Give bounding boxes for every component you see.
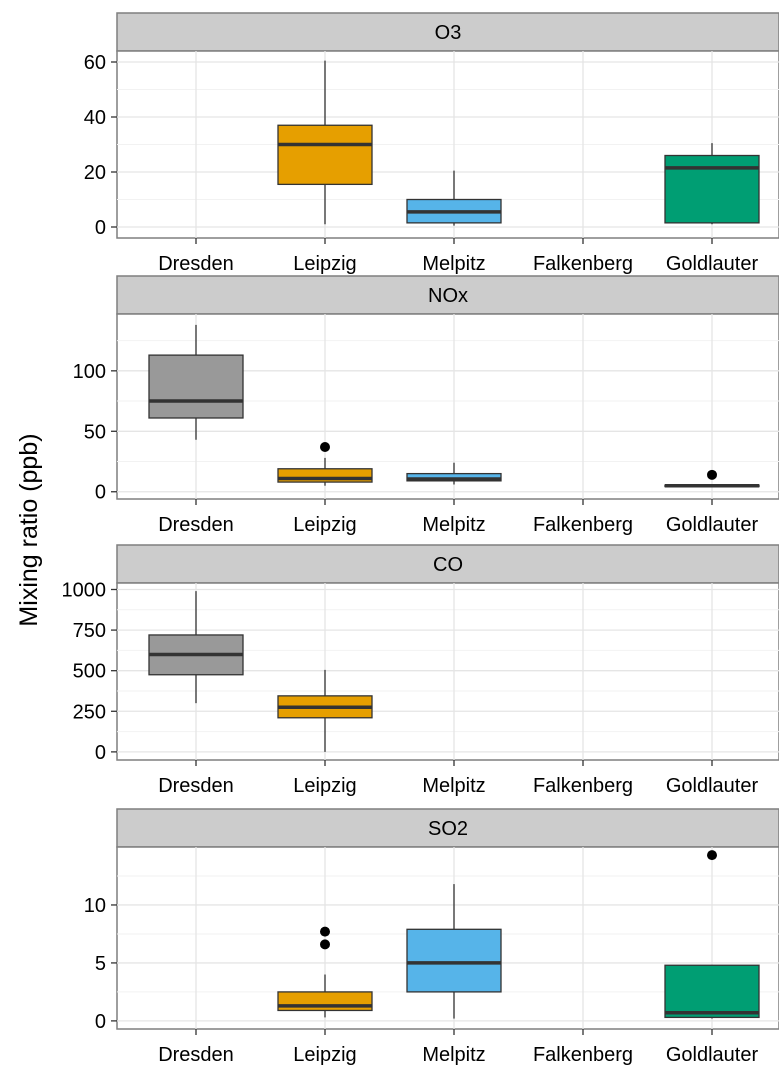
facet-title: SO2 bbox=[428, 818, 468, 840]
outlier-point bbox=[707, 850, 717, 861]
x-tick-label: Falkenberg bbox=[533, 514, 633, 536]
x-tick-label: Leipzig bbox=[293, 253, 356, 275]
facet-panel-o3: O3 0 20 40 60 Dresden Leipzig Melpitz Falkenberg… bbox=[84, 12, 779, 275]
y-tick-label: 0 bbox=[95, 742, 106, 764]
box-melpitz bbox=[406, 884, 502, 1019]
outlier-point bbox=[320, 939, 330, 950]
box-body bbox=[277, 124, 373, 186]
facet-panel-co: CO 0 250 500 750 1000 Dresden Leipzig Melpitz Fal… bbox=[62, 544, 779, 797]
x-tick-label: Melpitz bbox=[422, 1044, 485, 1066]
x-tick-label: Dresden bbox=[158, 1044, 234, 1066]
box-body bbox=[664, 154, 760, 224]
box-leipzig bbox=[277, 669, 373, 752]
facet-title: CO bbox=[433, 554, 463, 576]
y-tick-label: 5 bbox=[95, 953, 106, 975]
y-tick-label: 20 bbox=[84, 162, 106, 184]
box-body bbox=[406, 928, 502, 993]
x-tick-label: Falkenberg bbox=[533, 775, 633, 797]
box-body bbox=[277, 991, 373, 1012]
y-tick-label: 0 bbox=[95, 1011, 106, 1033]
box-goldlauter bbox=[664, 469, 760, 488]
box-leipzig bbox=[277, 442, 373, 486]
x-tick-label: Melpitz bbox=[422, 253, 485, 275]
box-goldlauter bbox=[664, 850, 760, 1019]
box-leipzig bbox=[277, 60, 373, 225]
outlier-point bbox=[707, 469, 717, 480]
facet-panel-nox: NOx 0 50 100 Dresden Leipzig Melpitz Falkenberg… bbox=[73, 275, 779, 536]
y-tick-label: 50 bbox=[84, 421, 106, 443]
x-tick-label: Goldlauter bbox=[666, 253, 759, 275]
x-tick-label: Leipzig bbox=[293, 514, 356, 536]
outlier-point bbox=[320, 442, 330, 453]
box-body bbox=[148, 354, 244, 419]
y-tick-label: 100 bbox=[73, 361, 106, 383]
x-tick-label: Goldlauter bbox=[666, 1044, 759, 1066]
facet-strip bbox=[116, 808, 779, 848]
box-body bbox=[664, 964, 760, 1019]
facet-panel-so2: SO2 0 5 10 Dresden Leipzig Melpitz Falkenberg Go… bbox=[84, 808, 779, 1066]
y-tick-label: 40 bbox=[84, 107, 106, 129]
box-melpitz bbox=[406, 462, 502, 485]
y-tick-label: 0 bbox=[95, 482, 106, 504]
box-goldlauter bbox=[664, 143, 760, 225]
box-dresden bbox=[148, 324, 244, 440]
facets: O3 0 20 40 60 Dresden Leipzig Melpitz Falkenberg… bbox=[62, 12, 779, 1066]
facet-title: O3 bbox=[435, 22, 462, 44]
x-tick-label: Falkenberg bbox=[533, 253, 633, 275]
x-tick-label: Leipzig bbox=[293, 1044, 356, 1066]
y-tick-label: 1000 bbox=[62, 579, 107, 601]
y-tick-label: 60 bbox=[84, 52, 106, 74]
x-tick-label: Dresden bbox=[158, 253, 234, 275]
x-tick-label: Dresden bbox=[158, 775, 234, 797]
x-tick-label: Leipzig bbox=[293, 775, 356, 797]
x-tick-label: Melpitz bbox=[422, 514, 485, 536]
facet-strip bbox=[116, 12, 779, 52]
y-tick-label: 10 bbox=[84, 895, 106, 917]
x-tick-label: Goldlauter bbox=[666, 775, 759, 797]
y-tick-label: 750 bbox=[73, 620, 106, 642]
x-tick-label: Dresden bbox=[158, 514, 234, 536]
y-tick-label: 0 bbox=[95, 217, 106, 239]
y-axis-label: Mixing ratio (ppb) bbox=[15, 433, 43, 626]
x-tick-label: Goldlauter bbox=[666, 514, 759, 536]
box-dresden bbox=[148, 591, 244, 704]
box-leipzig bbox=[277, 926, 373, 1018]
facet-strip bbox=[116, 275, 779, 315]
y-tick-label: 250 bbox=[73, 701, 106, 723]
box-melpitz bbox=[406, 170, 502, 226]
y-tick-label: 500 bbox=[73, 661, 106, 683]
x-tick-label: Melpitz bbox=[422, 775, 485, 797]
x-tick-label: Falkenberg bbox=[533, 1044, 633, 1066]
outlier-point bbox=[320, 926, 330, 937]
box-body bbox=[406, 472, 502, 482]
facet-title: NOx bbox=[428, 285, 468, 307]
